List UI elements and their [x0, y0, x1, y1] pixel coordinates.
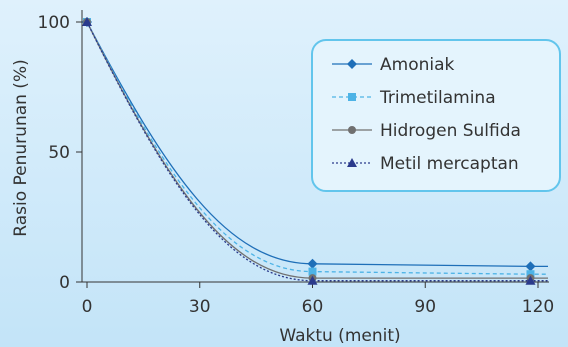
x-tick-label: 30 — [189, 297, 211, 317]
y-axis-title: Rasio Penurunan (%) — [11, 59, 31, 236]
data-point-series-1 — [307, 258, 318, 269]
legend-label: Trimetilamina — [379, 88, 496, 108]
legend-marker — [347, 59, 357, 69]
legend-marker — [348, 93, 356, 101]
legend-marker — [347, 158, 357, 167]
x-axis-title: Waktu (menit) — [279, 326, 400, 346]
y-tick-label: 0 — [59, 273, 70, 293]
ticks: 0 30 60 90 120 0 50 100 — [38, 13, 555, 317]
x-tick-label: 90 — [414, 297, 436, 317]
legend-marker — [348, 126, 356, 134]
series-layer — [82, 17, 548, 285]
x-tick-label: 0 — [82, 297, 93, 317]
data-point-series-2 — [308, 267, 317, 276]
y-tick-label: 50 — [48, 143, 70, 163]
data-point-series-4 — [307, 275, 318, 285]
legend: Amoniak Trimetilamina Hidrogen Sulfida Meti… — [311, 39, 561, 192]
data-point-series-1 — [525, 261, 536, 272]
series-line-3 — [86, 21, 548, 279]
data-point-series-4 — [525, 275, 536, 285]
legend-label: Hidrogen Sulfida — [380, 121, 521, 141]
series-line-2 — [86, 21, 548, 275]
data-point-series-4 — [82, 17, 92, 26]
legend-label: Metil mercaptan — [380, 154, 519, 174]
legend-box — [311, 39, 561, 192]
legend-label: Amoniak — [380, 55, 455, 75]
x-tick-label: 60 — [302, 297, 324, 317]
x-tick-label: 120 — [522, 297, 554, 317]
series-line-4 — [86, 21, 548, 282]
series-line-1 — [86, 21, 548, 268]
y-tick-label: 100 — [38, 13, 70, 33]
